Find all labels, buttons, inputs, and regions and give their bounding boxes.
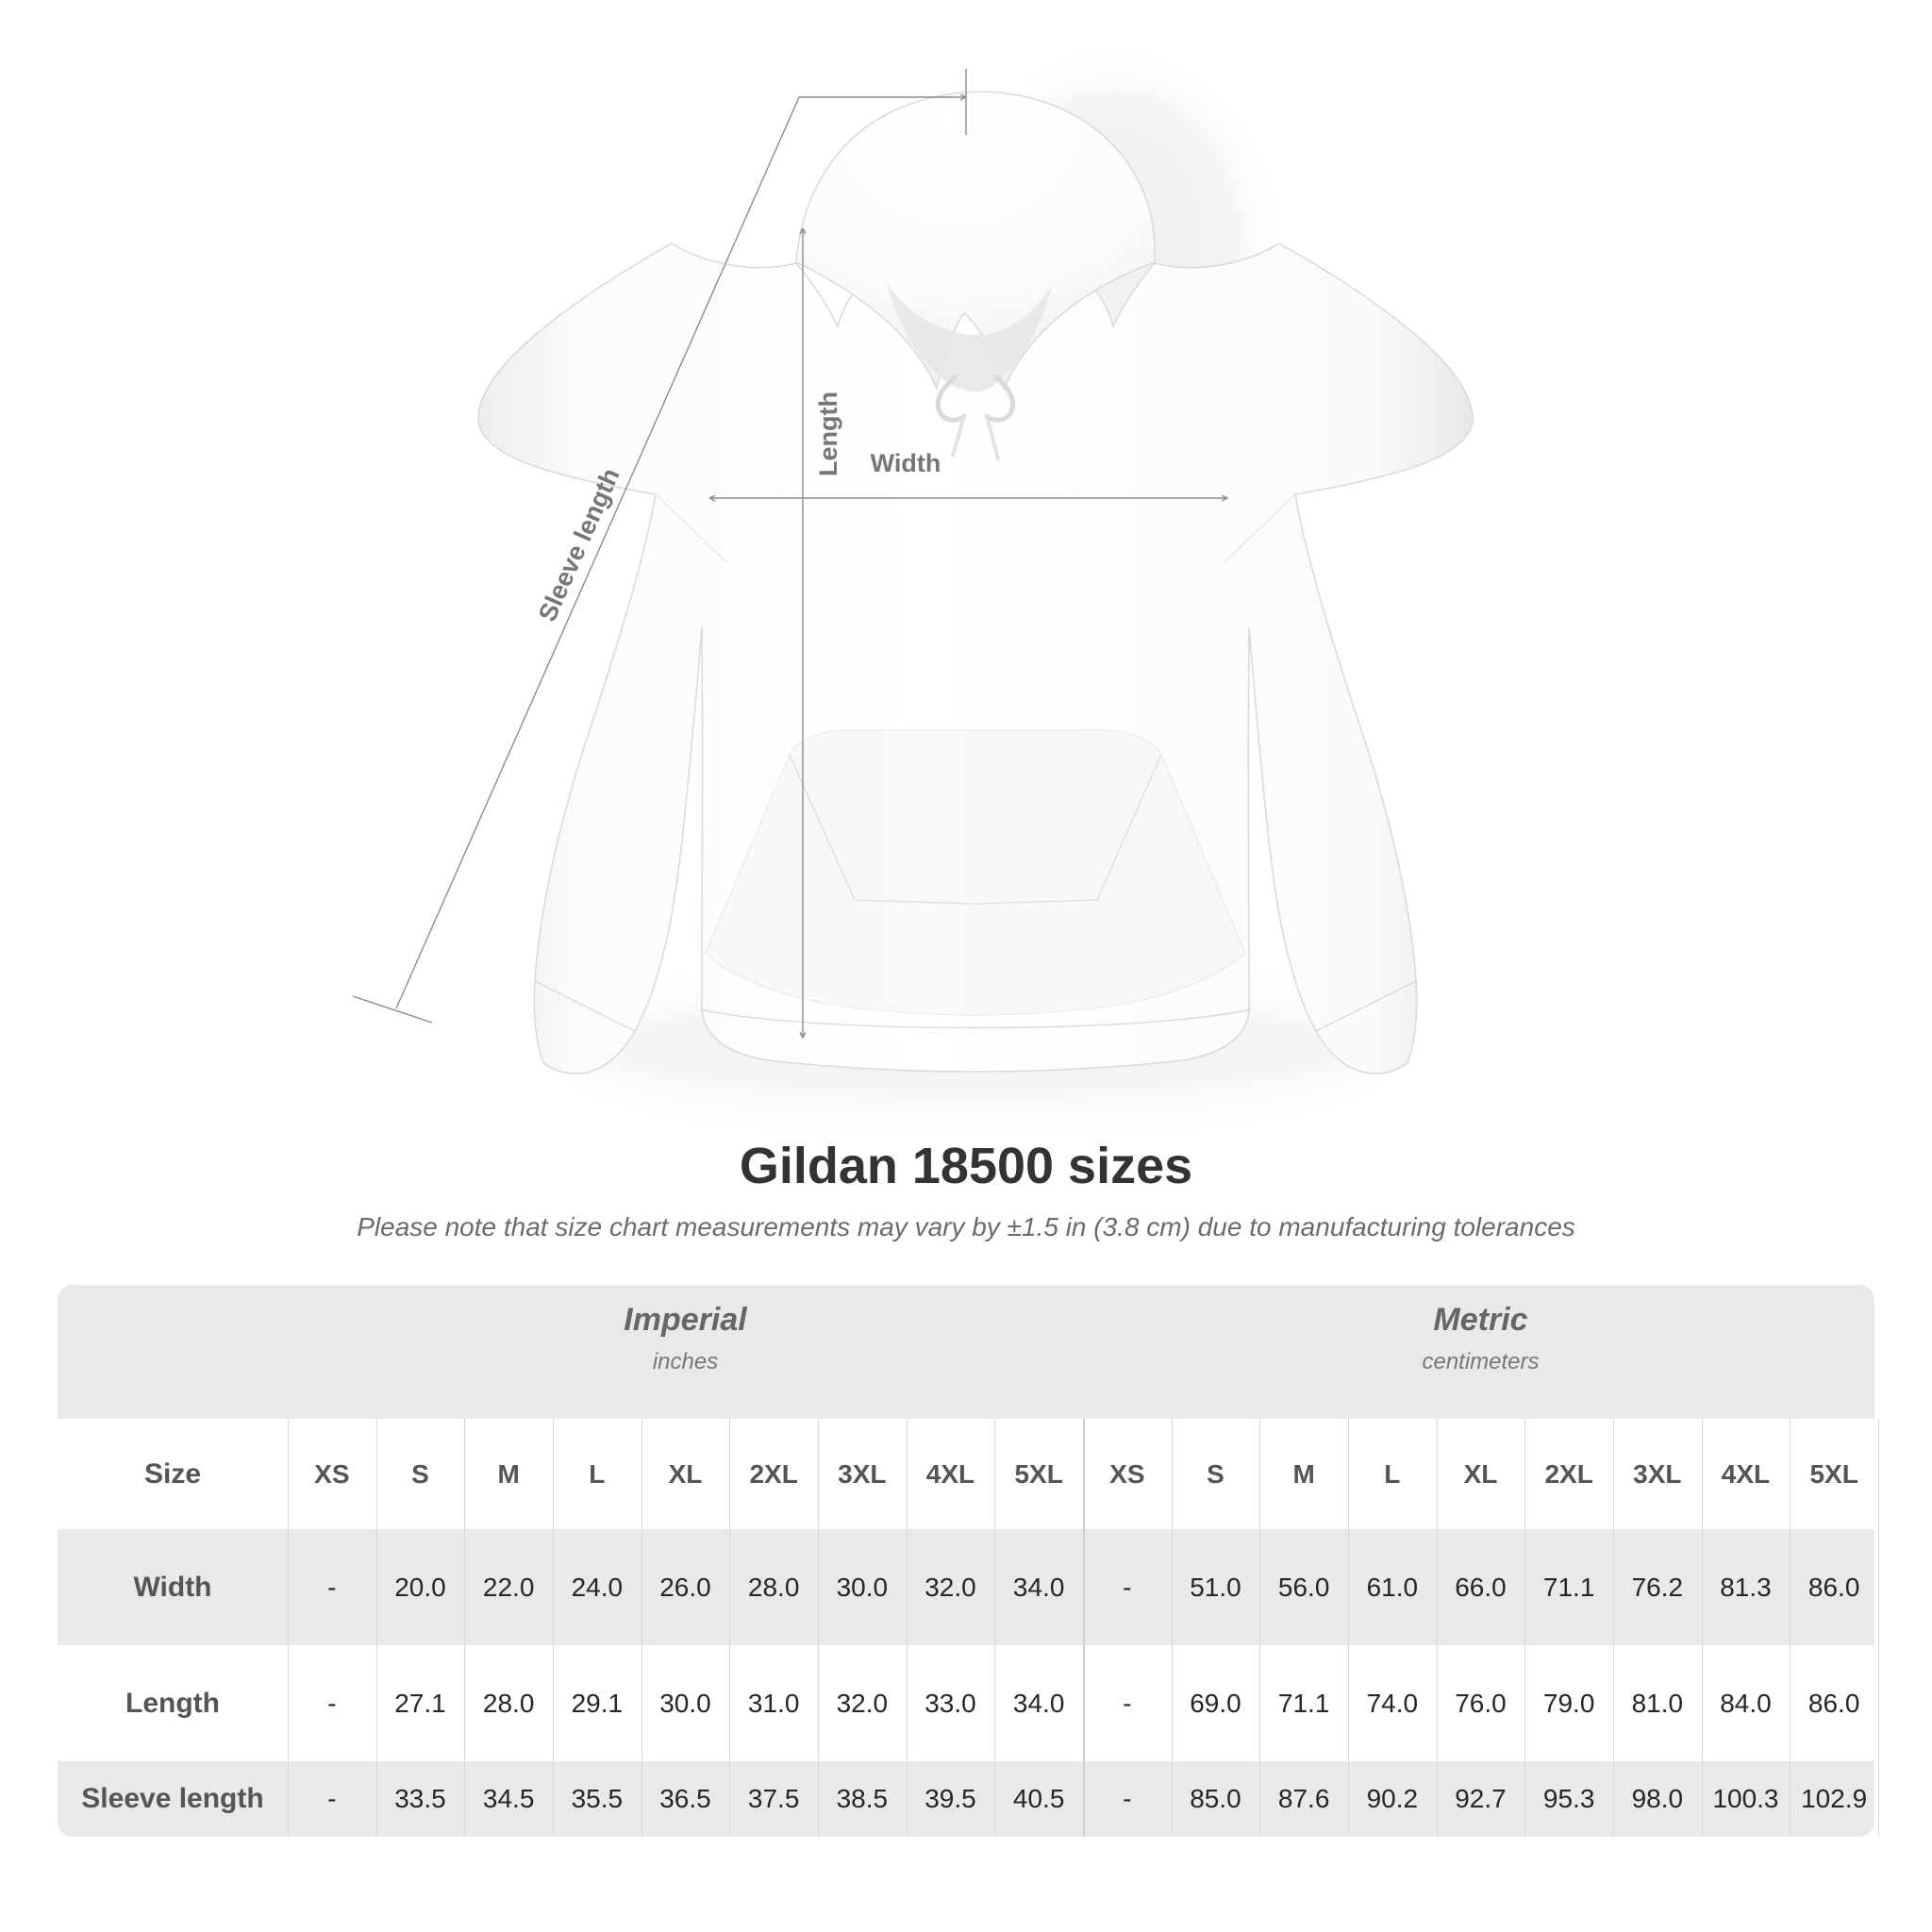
svg-text:Length: Length xyxy=(814,391,842,476)
svg-text:Width: Width xyxy=(871,449,941,477)
svg-text:Sleeve length: Sleeve length xyxy=(533,464,625,625)
